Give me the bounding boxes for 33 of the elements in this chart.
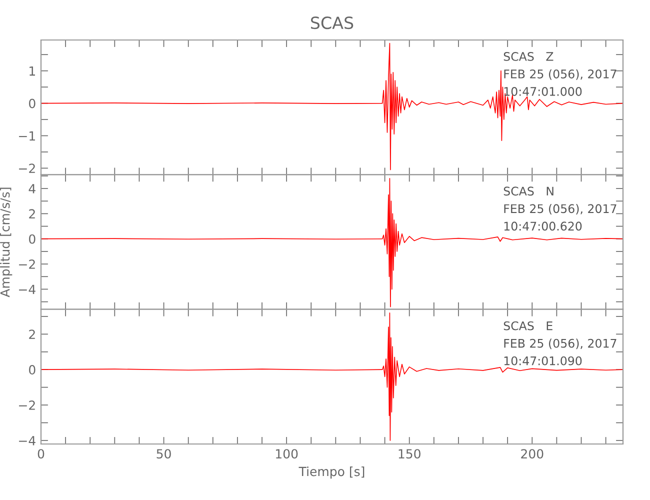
y-tick-label: −4: [19, 284, 36, 294]
annotation: SCAS Z: [504, 52, 554, 61]
annotation: 10:47:00.620: [504, 222, 582, 231]
y-tick-label: 2: [29, 330, 35, 339]
annotation: FEB 25 (056), 2017: [504, 204, 616, 214]
chart-title: SCAS: [311, 16, 354, 30]
annotation: SCAS E: [504, 321, 552, 330]
y-tick-label: −2: [19, 400, 35, 410]
y-tick-label: 0: [29, 234, 36, 244]
annotation: FEB 25 (056), 2017: [504, 69, 616, 80]
x-tick-label: 200: [521, 449, 544, 459]
annotation: 10:47:01.000: [504, 87, 582, 96]
line-series: [41, 178, 623, 308]
annotation: 10:47:01.090: [504, 356, 582, 366]
y-tick-label: 4: [28, 184, 36, 194]
y-tick-label: 2: [29, 209, 35, 218]
line-series: [41, 312, 623, 441]
x-tick-label: 100: [276, 449, 298, 459]
x-tick-label: 150: [398, 449, 420, 459]
y-tick-label: −2: [19, 164, 35, 173]
line-series: [41, 42, 623, 170]
x-axis-title: Tiempo [s]: [298, 466, 364, 479]
x-tick-label: 0: [38, 449, 44, 459]
y-tick-label: 0: [29, 98, 36, 108]
annotation: SCAS N: [504, 186, 554, 196]
y-tick-label: −4: [19, 436, 36, 446]
y-axis-title: Amplitud [cm/s/s]: [0, 188, 12, 298]
y-tick-label: 1: [30, 66, 35, 76]
annotation: FEB 25 (056), 2017: [504, 338, 616, 350]
y-tick-label: −1: [19, 131, 35, 140]
y-tick-label: −2: [19, 259, 35, 269]
x-tick-label: 50: [156, 449, 171, 459]
y-tick-label: 0: [29, 365, 36, 375]
